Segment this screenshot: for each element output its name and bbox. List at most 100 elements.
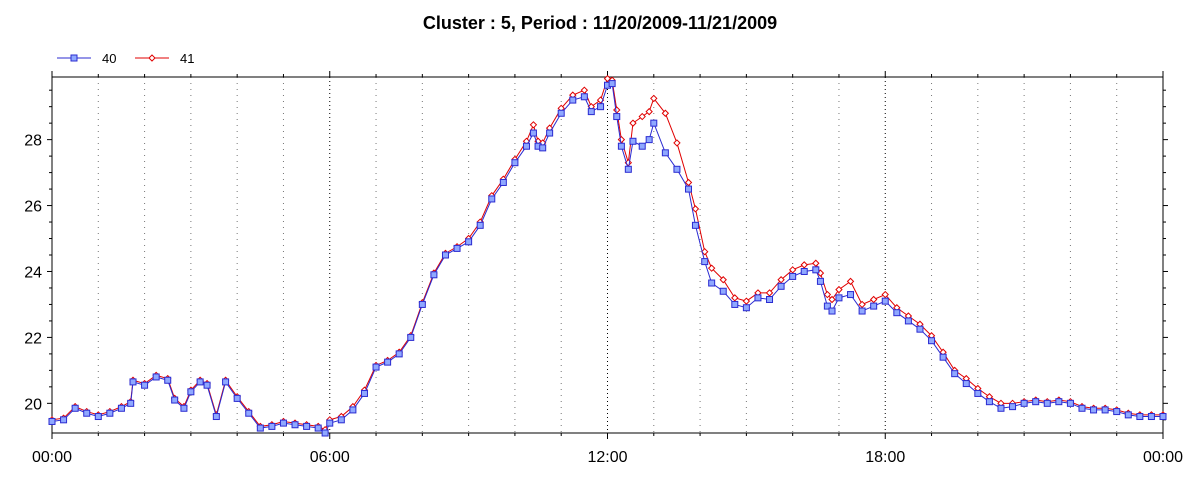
axes: 20 22 24 26 28 00:00 06:00 12:00 18:00 00:00	[24, 71, 1183, 466]
data-point-40	[71, 404, 79, 412]
data-point-40	[321, 429, 329, 437]
data-point-40	[499, 178, 507, 186]
data-point-40	[645, 136, 653, 144]
grid-lines	[97, 77, 1118, 433]
y-tick-label: 28	[24, 133, 42, 150]
x-tick-label: 12:00	[587, 449, 627, 466]
data-point-41	[765, 289, 774, 297]
data-point-40	[546, 129, 554, 137]
data-point-40	[812, 266, 820, 274]
data-point-40	[858, 307, 866, 315]
data-point-41	[835, 285, 843, 294]
y-tick-label: 24	[24, 264, 42, 281]
data-point-40	[418, 300, 426, 308]
data-point-40	[617, 142, 625, 150]
data-point-41	[731, 294, 739, 302]
data-point-40	[587, 108, 595, 116]
chart-title: Cluster : 5, Period : 11/20/2009-11/21/2…	[422, 13, 778, 33]
data-point-41	[701, 247, 709, 256]
data-point-40	[719, 287, 727, 295]
plot-area	[51, 76, 1164, 434]
data-point-40	[893, 309, 901, 317]
data-point-40	[117, 404, 125, 412]
data-point-40	[691, 221, 699, 229]
data-point-41	[828, 295, 836, 304]
data-point-40	[268, 422, 276, 430]
legend-item-40: 40	[57, 51, 116, 66]
data-point-40	[1078, 404, 1086, 412]
data-point-41	[613, 106, 621, 114]
data-point-40	[624, 165, 632, 173]
y-tick-label: 26	[24, 199, 42, 216]
data-point-40	[106, 409, 114, 417]
data-point-40	[685, 185, 693, 193]
data-point-41	[846, 277, 855, 286]
data-point-41	[617, 135, 626, 144]
data-point-40	[430, 271, 438, 279]
data-point-40	[453, 244, 461, 252]
data-point-40	[129, 378, 137, 386]
data-point-40	[291, 421, 299, 429]
data-point-40	[222, 378, 230, 386]
data-point-40	[754, 294, 762, 302]
data-point-40	[511, 159, 519, 167]
data-point-41	[719, 276, 727, 284]
data-point-40	[766, 296, 774, 303]
x-tick-label: 00:00	[32, 449, 72, 466]
data-point-40	[939, 353, 947, 361]
data-point-40	[731, 300, 739, 308]
data-point-40	[395, 350, 403, 358]
legend-marker	[70, 54, 78, 62]
data-point-40	[1020, 399, 1028, 407]
data-point-40	[203, 381, 211, 389]
data-point-40	[800, 267, 808, 275]
x-tick-label: 18:00	[865, 449, 905, 466]
data-point-40	[673, 165, 681, 173]
data-point-40	[1009, 403, 1017, 411]
data-point-40	[597, 103, 605, 111]
data-point-40	[314, 424, 322, 432]
data-point-40	[985, 398, 993, 406]
data-point-41	[580, 86, 589, 94]
y-tick-label: 20	[24, 396, 42, 413]
data-point-40	[48, 417, 56, 425]
data-point-40	[127, 399, 135, 407]
legend-marker	[148, 54, 156, 62]
data-point-40	[256, 424, 264, 432]
data-point-40	[1159, 413, 1167, 421]
x-tick-label: 00:00	[1143, 449, 1183, 466]
data-point-41	[777, 276, 785, 284]
data-point-41	[650, 94, 658, 103]
data-point-40	[539, 144, 547, 152]
data-point-40	[1055, 398, 1063, 406]
data-point-40	[608, 80, 616, 88]
data-point-40	[171, 396, 179, 404]
data-point-40	[928, 337, 936, 345]
data-point-40	[1136, 413, 1144, 421]
data-point-41	[812, 259, 820, 267]
data-point-40	[789, 272, 797, 280]
data-point-40	[1066, 399, 1074, 407]
data-point-41	[629, 119, 637, 127]
data-point-40	[476, 221, 484, 229]
data-point-40	[372, 363, 380, 371]
data-point-40	[196, 378, 204, 386]
data-point-40	[870, 302, 878, 310]
data-point-40	[1101, 406, 1109, 414]
data-point-41	[673, 139, 681, 147]
data-point-41	[788, 266, 797, 274]
y-tick-label: 22	[24, 330, 42, 347]
data-point-40	[962, 380, 970, 388]
data-point-40	[638, 142, 646, 150]
data-point-40	[94, 413, 102, 421]
data-point-40	[742, 304, 750, 312]
legend-label: 40	[102, 51, 116, 66]
data-point-40	[233, 394, 241, 402]
data-point-40	[326, 419, 334, 427]
data-point-41	[645, 107, 653, 116]
data-point-40	[661, 149, 669, 157]
data-point-40	[569, 96, 577, 104]
data-point-40	[349, 406, 357, 414]
data-point-40	[212, 413, 220, 421]
data-point-40	[580, 93, 588, 101]
